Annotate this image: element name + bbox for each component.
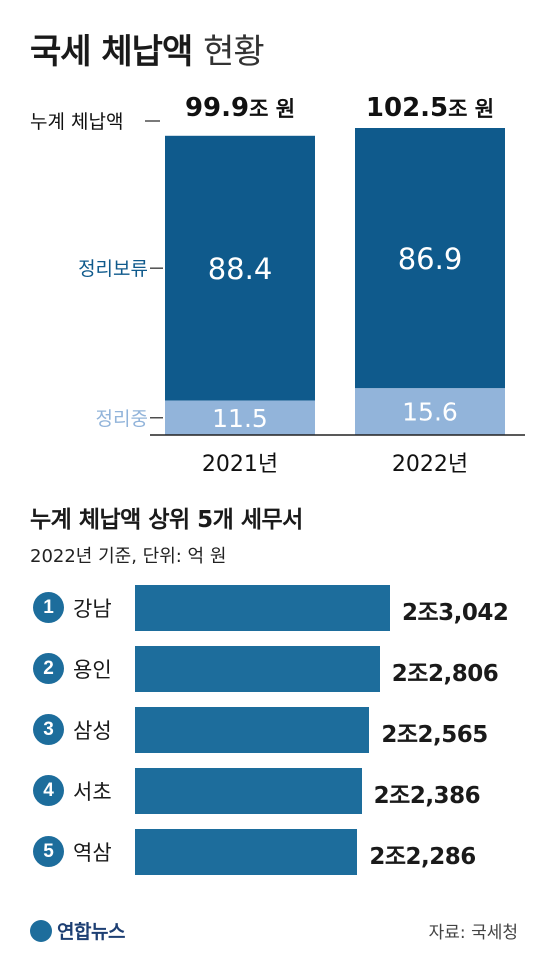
rank-value-label: 2조2,286 (369, 844, 476, 870)
rank-bar (135, 768, 362, 814)
rank-number-badge: 1 (33, 592, 64, 623)
x-tick-label: 2021년 (202, 452, 278, 477)
data-label: 11.5 (212, 404, 268, 433)
title-sub: 현황 (203, 32, 265, 72)
rank-value-label: 2조3,042 (402, 600, 509, 626)
data-label: 88.4 (208, 252, 273, 286)
rank-bar (135, 707, 370, 753)
rank-office-name: 강남 (73, 597, 112, 621)
stacked-bar-chart: 88.4 11.5 99.9조 원 2021년 86.9 15.6 102.5조 원 2022… (30, 93, 525, 477)
rank-number-badge: 3 (33, 714, 64, 745)
series-label: 정리중 (96, 408, 148, 430)
logo-text: 연합뉴스 (57, 921, 125, 943)
ranking-row: 4 서초 2조2,386 (0, 768, 548, 814)
rank-office-name: 용인 (73, 658, 112, 682)
ranking-chart: 1 강남 2조3,042 2 용인 2조2,806 3 삼성 2조2,565 4 서초 2조2,386… (0, 585, 548, 885)
rank-bar (135, 829, 358, 875)
rank-value-label: 2조2,806 (391, 661, 499, 687)
ranking-title: 누계 체납액 상위 5개 세무서 (30, 507, 303, 533)
ranking-row: 3 삼성 2조2,565 (0, 707, 548, 753)
data-label: 15.6 (402, 398, 458, 427)
rank-value-label: 2조2,565 (381, 722, 488, 748)
ranking-subtitle: 2022년 기준, 단위: 억 원 (30, 546, 227, 567)
page-title: 국세 체납액 현황 (30, 24, 265, 73)
total-series-label: 누계 체납액 (30, 111, 123, 133)
rank-number-badge: 2 (33, 653, 64, 684)
ranking-row: 2 용인 2조2,806 (0, 646, 548, 692)
source-note: 자료: 국세청 (428, 923, 518, 943)
bar-정리보류-2021년 (165, 135, 315, 401)
bar-정리중-2021년 (165, 400, 315, 435)
rank-office-name: 서초 (73, 780, 112, 804)
rank-number-badge: 4 (33, 775, 64, 806)
yonhap-logo-icon (30, 919, 52, 942)
bar-정리보류-2022년 (355, 128, 505, 389)
rank-bar (135, 646, 380, 692)
rank-bar (135, 585, 390, 631)
total-label: 102.5조 원 (366, 93, 494, 123)
bar-정리중-2022년 (355, 388, 505, 435)
title-main: 국세 체납액 (30, 32, 193, 72)
ranking-row: 5 역삼 2조2,286 (0, 829, 548, 875)
ranking-row: 1 강남 2조3,042 (0, 585, 548, 631)
x-tick-label: 2022년 (392, 452, 468, 477)
series-label: 정리보류 (78, 258, 148, 280)
total-label: 99.9조 원 (185, 93, 295, 123)
yonhap-logo: 연합뉴스 (30, 917, 125, 944)
rank-value-label: 2조2,386 (373, 783, 481, 809)
data-label: 86.9 (398, 242, 463, 276)
rank-office-name: 삼성 (73, 719, 112, 743)
rank-number-badge: 5 (33, 836, 64, 867)
rank-office-name: 역삼 (73, 841, 112, 865)
